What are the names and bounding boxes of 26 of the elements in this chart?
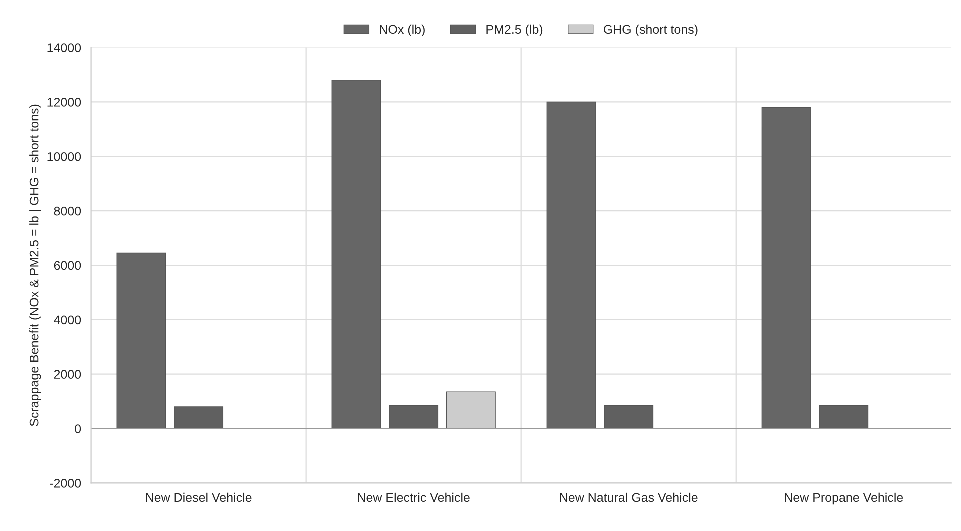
bar — [546, 102, 596, 430]
bar — [116, 252, 166, 430]
bar — [604, 405, 654, 430]
y-tick-label: 8000 — [54, 206, 82, 216]
y-tick-label: 2000 — [54, 370, 82, 380]
y-tick-label: -2000 — [50, 479, 82, 488]
y-axis-title: Scrappage Benefit (NOx & PM2.5 = lb | GHG = short tons) — [30, 104, 42, 426]
x-tick-label: New Electric Vehicle — [358, 492, 470, 502]
y-tick-label: 4000 — [54, 316, 82, 325]
x-tick-label: New Diesel Vehicle — [146, 492, 252, 502]
y-tick-label: 0 — [75, 424, 82, 434]
bar — [819, 405, 869, 430]
y-tick-label: 12000 — [48, 98, 82, 107]
y-tick-label: 10000 — [48, 152, 82, 162]
legend-label: PM2.5 (lb) — [486, 24, 543, 37]
legend-label: GHG (short tons) — [604, 24, 698, 37]
y-tick-label: 6000 — [54, 261, 82, 270]
bar — [389, 405, 439, 430]
x-tick-label: New Propane Vehicle — [785, 492, 904, 505]
bar — [174, 406, 224, 430]
bar — [332, 80, 382, 430]
bar — [762, 107, 812, 430]
bar — [446, 392, 496, 430]
legend-label: NOx (lb) — [380, 24, 425, 37]
x-tick-label: New Natural Gas Vehicle — [560, 492, 698, 502]
y-tick-label: 14000 — [48, 44, 82, 52]
